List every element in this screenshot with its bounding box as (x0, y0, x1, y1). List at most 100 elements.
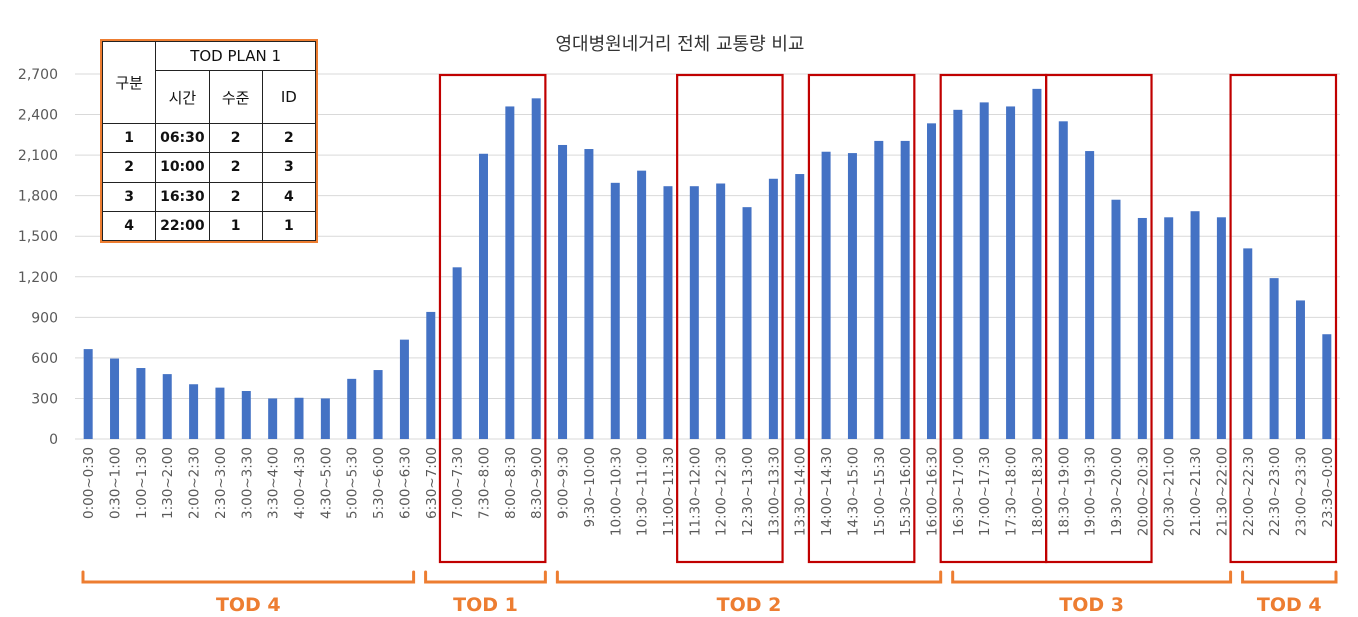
bar (1137, 217, 1147, 439)
bar (399, 339, 409, 439)
tod-segment-label: TOD 4 (216, 594, 281, 616)
tod-segment-label: TOD 1 (453, 594, 518, 616)
x-tick-label: 0:30~1:00 (108, 447, 124, 519)
category-header: 구분 (101, 41, 157, 124)
bar (927, 123, 937, 439)
bar (241, 391, 251, 439)
bar (189, 384, 199, 439)
bar (689, 186, 699, 439)
x-tick-label: 21:00~21:30 (1188, 447, 1204, 536)
category-cell: 4 (101, 210, 157, 242)
bar (373, 370, 383, 439)
x-tick-label: 1:00~1:30 (134, 447, 150, 519)
tod-segment-bracket (1241, 570, 1338, 584)
bar (215, 387, 225, 439)
y-tick-label: 300 (31, 391, 58, 407)
bar (821, 151, 831, 439)
id-cell: 4 (261, 181, 317, 212)
x-tick-label: 9:30~10:00 (582, 447, 598, 528)
x-tick-label: 18:30~19:00 (1056, 447, 1072, 536)
bar (900, 140, 910, 439)
bar (1164, 217, 1174, 439)
bar (953, 109, 963, 440)
id-header: ID (261, 70, 317, 124)
x-tick-label: 18:00~18:30 (1030, 447, 1046, 536)
bar (136, 368, 146, 439)
bars (83, 88, 1332, 440)
x-tick-label: 5:00~5:30 (345, 447, 361, 519)
bar (979, 102, 989, 439)
tod-segment-label: TOD 4 (1257, 594, 1322, 616)
bar (1085, 151, 1095, 440)
bar (1295, 300, 1305, 439)
x-tick-label: 3:30~4:00 (266, 447, 282, 519)
bar (558, 144, 568, 439)
x-tick-label: 10:30~11:00 (635, 447, 651, 536)
time-cell: 10:00 (155, 152, 210, 183)
tod-segment-bracket (81, 570, 416, 584)
time-header: 시간 (155, 70, 210, 124)
x-tick-label: 2:30~3:00 (213, 447, 229, 519)
x-tick-label: 15:00~15:30 (872, 447, 888, 536)
y-tick-label: 1,800 (18, 189, 58, 205)
bar (742, 207, 752, 439)
bar (347, 378, 357, 439)
tod-plan-table: 구분 TOD PLAN 1 시간 수준 ID 1 06:30 2 2 2 10:… (100, 39, 318, 243)
bar (83, 349, 93, 439)
chart-title: 영대병원네거리 전체 교통량 비교 (555, 34, 804, 55)
y-tick-label: 1,200 (18, 270, 58, 286)
x-tick-label: 13:30~14:00 (793, 447, 809, 536)
bar (1006, 106, 1016, 439)
bar (1216, 217, 1226, 439)
tod-segment-label: TOD 2 (717, 594, 782, 616)
x-tick-label: 19:30~20:00 (1109, 447, 1125, 536)
y-axis-ticks: 0 300 600 900 1,200 1,500 1,800 2,100 2,400 2,700 (18, 67, 58, 448)
tod-segments: TOD 4 TOD 1 TOD 2 TOD 3 TOD 4 (81, 570, 1338, 616)
bar (1058, 121, 1068, 439)
x-tick-label: 17:00~17:30 (977, 447, 993, 536)
x-tick-label: 1:30~2:00 (160, 447, 176, 519)
x-tick-label: 6:30~7:00 (424, 447, 440, 519)
x-tick-label: 4:00~4:30 (292, 447, 308, 519)
x-tick-label: 11:00~11:30 (661, 447, 677, 536)
category-cell: 1 (101, 122, 157, 154)
id-cell: 3 (261, 152, 317, 183)
bar (1269, 278, 1279, 439)
bar (110, 358, 120, 439)
table-row: 2 10:00 2 3 (101, 152, 317, 183)
bar (716, 183, 726, 439)
x-tick-label: 11:30~12:00 (687, 447, 703, 536)
y-tick-label: 0 (49, 432, 58, 448)
bar (162, 374, 172, 439)
category-cell: 2 (101, 152, 157, 183)
id-cell: 1 (261, 210, 317, 242)
x-tick-label: 23:00~23:30 (1293, 447, 1309, 536)
x-tick-label: 8:30~9:00 (529, 447, 545, 519)
tod-segment-bracket (424, 570, 547, 584)
time-cell: 06:30 (155, 122, 210, 154)
x-tick-label: 9:00~9:30 (556, 447, 572, 519)
bar (1032, 88, 1042, 440)
category-cell: 3 (101, 181, 157, 212)
bar (531, 98, 541, 439)
x-tick-label: 10:00~10:30 (608, 447, 624, 536)
x-tick-label: 7:00~7:30 (450, 447, 466, 519)
bar (426, 311, 436, 439)
bar (268, 398, 278, 439)
x-tick-label: 2:00~2:30 (187, 447, 203, 519)
y-tick-label: 2,100 (18, 148, 58, 164)
x-axis-ticks: 0:00~0:30 0:30~1:00 1:00~1:30 1:30~2:00 2:00… (81, 447, 1336, 536)
bar (1243, 248, 1253, 439)
x-tick-label: 6:00~6:30 (397, 447, 413, 519)
table-row: 1 06:30 2 2 (101, 122, 317, 154)
tod-highlight-box (438, 73, 547, 564)
bar (294, 397, 304, 439)
level-cell: 2 (208, 122, 263, 154)
bar (768, 178, 778, 439)
x-tick-label: 16:30~17:00 (951, 447, 967, 536)
x-tick-label: 22:00~22:30 (1241, 447, 1257, 536)
bar (505, 106, 515, 439)
x-tick-label: 0:00~0:30 (81, 447, 97, 519)
x-tick-label: 21:30~22:00 (1214, 447, 1230, 536)
